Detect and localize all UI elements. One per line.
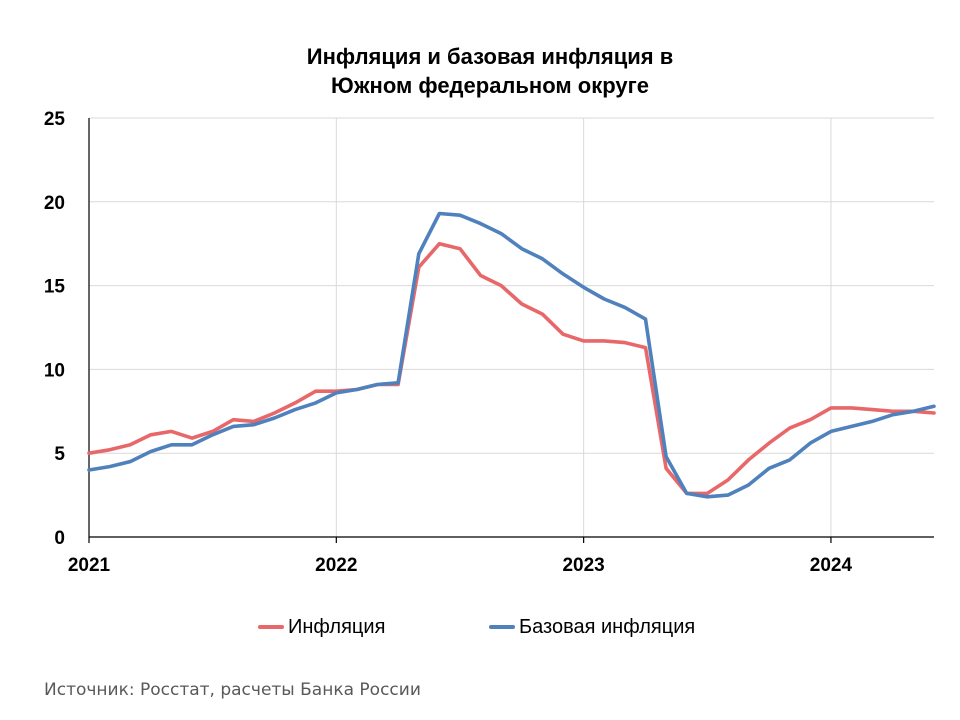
series-layer: [87, 211, 936, 499]
y-tick-label: 15: [44, 277, 66, 298]
legend-swatch-inflation: [258, 625, 284, 629]
x-tick-label: 2024: [810, 555, 853, 576]
x-tick-label: 2021: [68, 555, 111, 576]
legend-item-inflation: Инфляция: [258, 614, 385, 640]
series-line-core-inflation: [87, 211, 936, 499]
legend-label-core-inflation: Базовая инфляция: [519, 615, 696, 638]
y-tick-label: 20: [44, 193, 65, 214]
legend-item-core-inflation: Базовая инфляция: [489, 614, 695, 640]
legend-swatch-core-inflation: [489, 625, 515, 629]
legend: Инфляция Базовая инфляция: [0, 614, 960, 640]
x-tick-label: 2023: [562, 555, 604, 576]
chart-title: Инфляция и базовая инфляция в Южном феде…: [0, 42, 960, 100]
axis-layer: [88, 118, 934, 543]
y-tick-label: 10: [44, 360, 65, 381]
y-tick-label: 0: [54, 528, 65, 549]
tick-label-layer: 0 5 10 15 20 25 2021 2022 2023 2024: [44, 109, 853, 576]
chart-title-line-2: Южном федеральном округе: [330, 73, 649, 98]
y-tick-label: 5: [54, 444, 65, 465]
y-tick-label: 25: [44, 109, 66, 130]
source-note: Источник: Росстат, расчеты Банка России: [44, 680, 421, 700]
x-tick-label: 2022: [315, 555, 357, 576]
legend-label-inflation: Инфляция: [288, 615, 386, 638]
series-line-inflation: [87, 241, 936, 496]
chart-title-line-1: Инфляция и базовая инфляция в: [306, 44, 674, 69]
grid-layer: [89, 117, 934, 537]
